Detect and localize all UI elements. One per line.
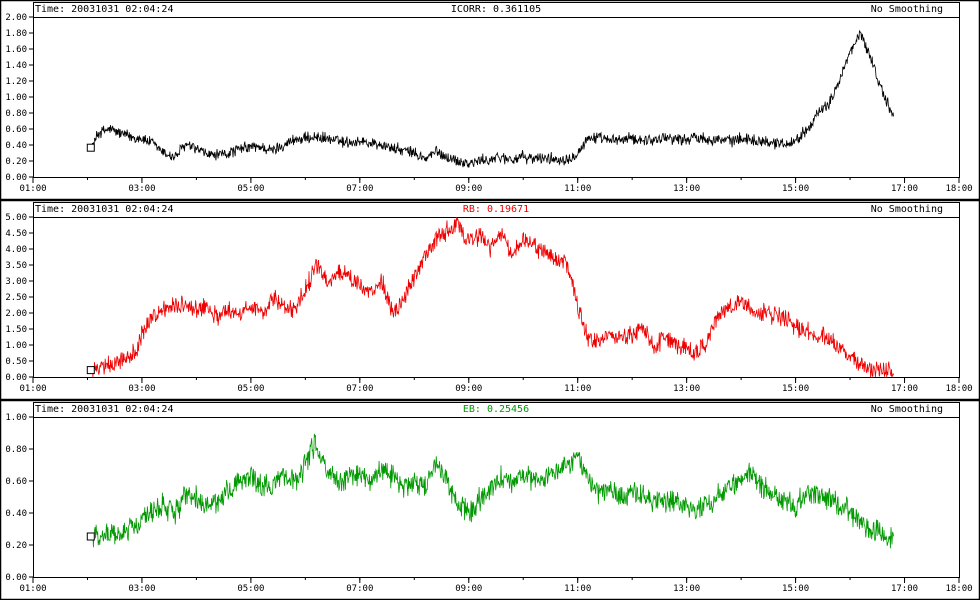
plot-frame [33,402,960,578]
y-tick-label: 0.40 [5,509,27,519]
x-tick-label: 18:00 [945,384,972,394]
x-tick-label: 17:00 [891,184,918,194]
x-tick-label: 17:00 [891,584,918,594]
y-tick-label: 0.20 [5,157,27,167]
y-tick-label: 1.60 [5,45,27,55]
icorr-chart: 0.00 0.20 0.40 0.60 0.80 1.00 1.20 1.40 1.60 1.80… [0,0,980,200]
y-tick-label: 2.00 [5,309,27,319]
panel-border [0,200,980,400]
x-tick-label: 13:00 [673,584,700,594]
x-tick-label: 15:00 [782,384,809,394]
x-tick-label: 01:00 [19,584,46,594]
x-tick-label: 18:00 [945,184,972,194]
eb-readout: EB: 0.25456 [462,404,530,415]
y-tick-label: 1.00 [5,341,27,351]
rb-chart: 0.00 0.50 1.00 1.50 2.00 2.50 3.00 3.50 4.00 4.50… [0,200,980,400]
x-tick-label: 13:00 [673,184,700,194]
eb-panel: 0.00 0.20 0.40 0.60 0.80 1.00 01:00 03:00 05:00 0… [0,400,980,600]
x-tick-label: 09:00 [455,584,482,594]
plot-frame [33,2,960,178]
x-tick-label: 11:00 [564,384,591,394]
y-tick-label: 0.40 [5,141,27,151]
x-tick-label: 01:00 [19,184,46,194]
x-tick-label: 03:00 [128,184,155,194]
y-tick-label: 2.50 [5,293,27,303]
timestamp-label: Time: 20031031 02:04:24 [35,204,174,215]
cursor-marker [86,532,95,541]
rb-series-line [90,216,894,378]
smoothing-label: No Smoothing [870,4,943,15]
x-tick-label: 01:00 [19,384,46,394]
y-tick-label: 5.00 [5,213,27,223]
y-tick-label: 3.00 [5,277,27,287]
x-tick-label: 07:00 [346,184,373,194]
timestamp-label: Time: 20031031 02:04:24 [35,4,174,15]
rb-panel: 0.00 0.50 1.00 1.50 2.00 2.50 3.00 3.50 4.00 4.50… [0,200,980,400]
panel-border [0,400,980,600]
eb-series-line [90,433,894,549]
y-tick-label: 0.60 [5,125,27,135]
smoothing-label: No Smoothing [870,204,943,215]
x-tick-label: 17:00 [891,384,918,394]
x-tick-label: 11:00 [564,584,591,594]
y-tick-label: 4.50 [5,229,27,239]
x-tick-label: 11:00 [564,184,591,194]
x-tick-label: 07:00 [346,384,373,394]
y-tick-label: 0.60 [5,477,27,487]
y-tick-label: 1.20 [5,77,27,87]
x-tick-label: 13:00 [673,384,700,394]
plot-frame [33,202,960,378]
icorr-readout: ICORR: 0.361105 [450,4,542,15]
cursor-marker [86,366,95,375]
x-tick-label: 05:00 [237,584,264,594]
x-tick-label: 09:00 [455,384,482,394]
x-tick-label: 05:00 [237,384,264,394]
x-tick-label: 18:00 [945,584,972,594]
y-tick-label: 0.80 [5,109,27,119]
y-tick-label: 0.80 [5,445,27,455]
x-tick-label: 15:00 [782,184,809,194]
eb-chart: 0.00 0.20 0.40 0.60 0.80 1.00 01:00 03:00 05:00 0… [0,400,980,600]
y-tick-label: 0.20 [5,541,27,551]
rb-readout: RB: 0.19671 [462,204,530,215]
x-tick-label: 15:00 [782,584,809,594]
y-tick-label: 0.50 [5,357,27,367]
y-tick-label: 1.00 [5,93,27,103]
timestamp-label: Time: 20031031 02:04:24 [35,404,174,415]
y-tick-label: 0.00 [5,573,27,583]
cursor-marker [86,143,95,152]
y-tick-label: 1.40 [5,61,27,71]
smoothing-label: No Smoothing [870,404,943,415]
y-tick-label: 4.00 [5,245,27,255]
x-tick-label: 03:00 [128,384,155,394]
x-tick-label: 05:00 [237,184,264,194]
y-tick-label: 1.50 [5,325,27,335]
icorr-panel: 0.00 0.20 0.40 0.60 0.80 1.00 1.20 1.40 1.60 1.80… [0,0,980,200]
y-tick-label: 0.00 [5,373,27,383]
x-tick-label: 09:00 [455,184,482,194]
y-tick-label: 3.50 [5,261,27,271]
y-tick-label: 0.00 [5,173,27,183]
icorr-series-line [90,29,894,168]
y-tick-label: 2.00 [5,13,27,23]
x-tick-label: 03:00 [128,584,155,594]
y-tick-label: 1.00 [5,413,27,423]
x-tick-label: 07:00 [346,584,373,594]
y-tick-label: 1.80 [5,29,27,39]
